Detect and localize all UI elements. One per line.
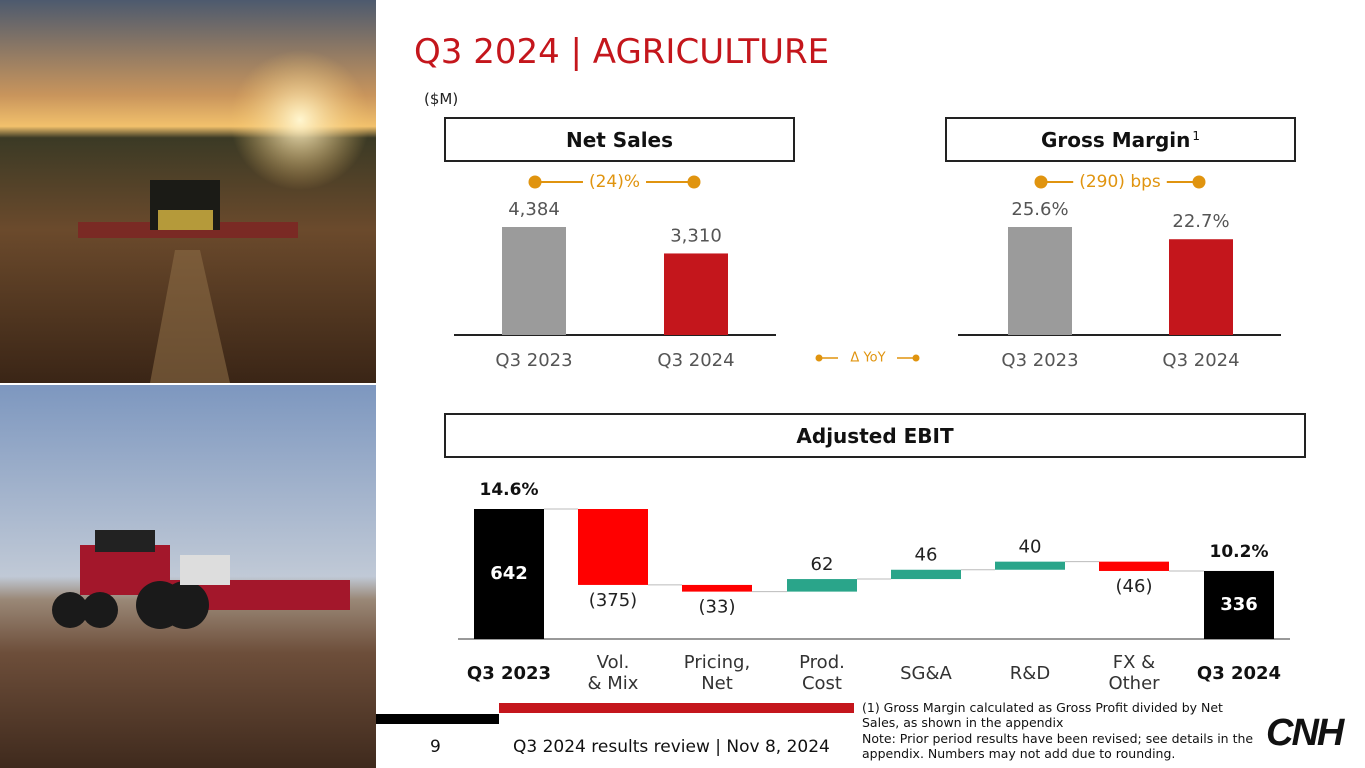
- x-tick-label: Vol. & Mix: [587, 652, 639, 694]
- value-label: 46: [915, 545, 938, 566]
- change-label: (24)%: [589, 172, 640, 192]
- value-label: 40: [1019, 537, 1042, 558]
- footer-bar: [499, 703, 854, 713]
- x-tick-label: Q3 2024: [657, 350, 734, 371]
- chart-title-box: Net Sales: [444, 117, 795, 162]
- value-label: (375): [589, 590, 637, 611]
- slide-title: Q3 2024 | AGRICULTURE: [414, 32, 830, 72]
- bar: [787, 579, 857, 592]
- x-tick-label: FX & Other: [1108, 652, 1160, 694]
- bar: [1204, 570, 1274, 639]
- x-tick-label: Q3 2023: [466, 662, 552, 684]
- margin-label: 10.2%: [1210, 542, 1269, 562]
- x-tick-label: R&D: [1009, 662, 1051, 684]
- x-tick-label: Q3 2024: [1162, 350, 1239, 371]
- photo-tractor: [0, 385, 376, 768]
- value-label: 25.6%: [1011, 199, 1068, 220]
- change-dot: [1034, 175, 1048, 189]
- change-dot: [687, 175, 701, 189]
- logo: CNH: [1266, 712, 1344, 754]
- x-tick-label: Q3 2023: [1001, 350, 1078, 371]
- value-label: 642: [490, 563, 528, 584]
- value-label: (33): [699, 597, 736, 618]
- bar: [474, 509, 544, 639]
- change-dot: [1192, 175, 1206, 189]
- bar: [1008, 227, 1072, 335]
- bar: [502, 227, 566, 335]
- margin-label: 14.6%: [480, 480, 539, 500]
- footnote: Note: Prior period results have been rev…: [862, 730, 1254, 761]
- bar: [682, 584, 752, 592]
- chart-title: Net Sales: [565, 127, 674, 152]
- x-tick-label: Pricing, Net: [683, 652, 751, 694]
- footnote-marker: 1: [1192, 128, 1201, 143]
- footer-text: Q3 2024 results review | Nov 8, 2024: [513, 737, 830, 757]
- bar: [1099, 561, 1169, 571]
- legend-label: Δ YoY: [850, 351, 885, 366]
- chart-title: Gross Margin: [1040, 127, 1191, 152]
- page-number: 9: [430, 737, 441, 757]
- x-tick-label: Q3 2024: [1196, 662, 1282, 684]
- bar: [664, 253, 728, 335]
- legend-dot: [912, 354, 920, 362]
- x-tick-label: Prod. Cost: [799, 652, 845, 694]
- photo-harvest: [0, 0, 376, 383]
- bar: [995, 561, 1065, 570]
- value-label: 4,384: [508, 199, 560, 220]
- value-label: 62: [811, 554, 834, 575]
- value-label: 22.7%: [1172, 211, 1229, 232]
- bar: [1169, 239, 1233, 335]
- footnote: (1) Gross Margin calculated as Gross Pro…: [862, 700, 1223, 731]
- value-label: (46): [1116, 576, 1153, 597]
- x-tick-label: SG&A: [900, 662, 952, 684]
- chart-title-box: Gross Margin 1: [945, 117, 1296, 162]
- x-tick-label: Q3 2023: [495, 350, 572, 371]
- value-label: 3,310: [670, 225, 722, 246]
- bar: [891, 569, 961, 580]
- value-label: 336: [1220, 594, 1258, 615]
- chart-title-box: Adjusted EBIT: [444, 413, 1306, 458]
- footer-bar: [376, 714, 499, 724]
- footnotes: (1) Gross Margin calculated as Gross Pro…: [862, 700, 1262, 761]
- unit-label: ($M): [424, 90, 459, 108]
- change-dot: [528, 175, 542, 189]
- change-label: (290) bps: [1079, 172, 1161, 192]
- chart-title: Adjusted EBIT: [796, 423, 954, 448]
- bar: [578, 509, 648, 585]
